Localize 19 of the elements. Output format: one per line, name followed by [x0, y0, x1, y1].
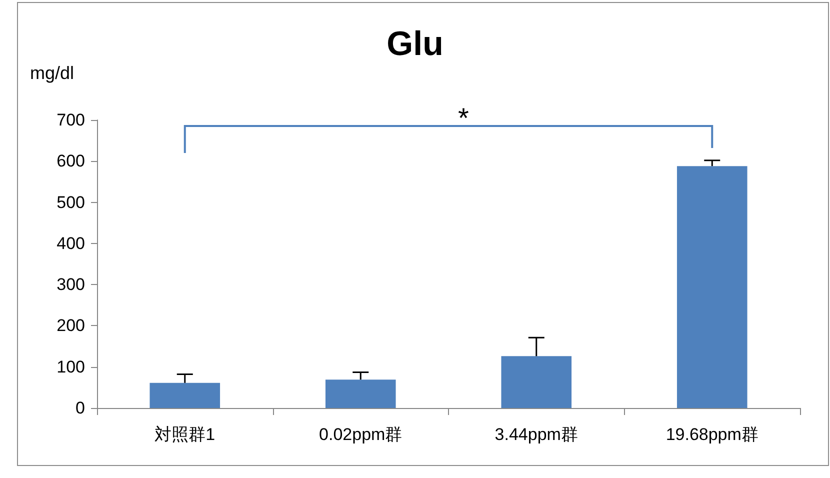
bar — [150, 382, 220, 408]
x-tick-label: 3.44ppm群 — [494, 425, 578, 444]
x-tick-label: 19.68ppm群 — [666, 425, 758, 444]
bar — [325, 380, 396, 408]
y-tick-label: 700 — [56, 110, 85, 130]
y-tick-label: 600 — [56, 152, 85, 171]
y-tick-label: 500 — [56, 192, 85, 212]
x-tick-label: 対照群1 — [154, 425, 216, 444]
bar — [676, 166, 748, 408]
y-axis-title: mg/dl — [30, 63, 74, 83]
y-tick-label: 100 — [56, 357, 85, 376]
y-tick-label: 200 — [56, 316, 85, 336]
annotation: * — [458, 102, 470, 134]
x-tick-label: 0.02ppm群 — [319, 425, 402, 444]
y-tick-label: 300 — [56, 275, 85, 294]
y-tick-label: 0 — [76, 398, 85, 418]
chart-title: Glu — [386, 25, 444, 63]
y-tick-label: 400 — [56, 234, 85, 253]
bar — [501, 356, 572, 408]
